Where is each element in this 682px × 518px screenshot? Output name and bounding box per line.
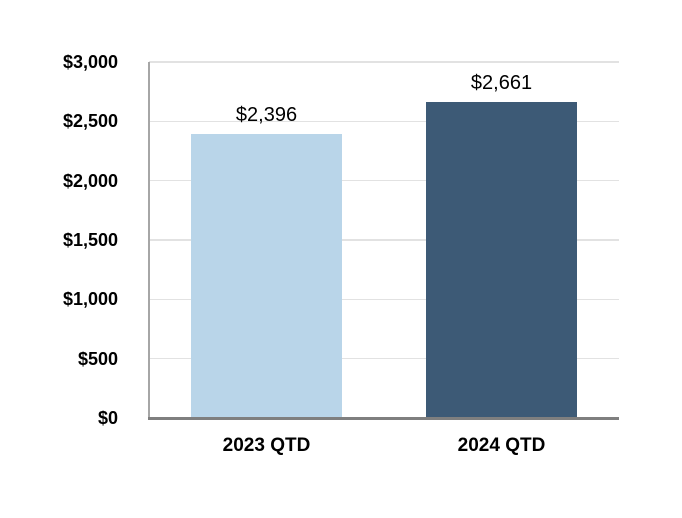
gridline	[149, 61, 619, 63]
x-category-label: 2023 QTD	[222, 435, 311, 456]
bar-2024-qtd	[426, 102, 577, 418]
bar-2023-qtd	[191, 133, 342, 418]
y-tick-label: $0	[97, 408, 118, 428]
y-tick-label: $3,000	[62, 52, 118, 72]
gridline	[149, 357, 619, 360]
bar-value-label: $2,661	[470, 72, 533, 95]
y-tick-label: $2,000	[62, 170, 118, 191]
bar-value-label: $2,396	[235, 103, 298, 126]
y-tick-label: $500	[77, 348, 118, 369]
y-axis-line	[148, 62, 150, 418]
y-tick-label: $1,000	[62, 289, 118, 310]
gridline	[149, 298, 619, 301]
y-tick-label: $2,500	[62, 111, 118, 132]
gridline	[149, 179, 619, 182]
x-axis-line	[148, 416, 619, 420]
gridline	[149, 239, 619, 241]
gridline	[149, 120, 619, 123]
y-tick-label: $1,500	[62, 230, 118, 250]
x-category-label: 2024 QTD	[457, 435, 546, 456]
